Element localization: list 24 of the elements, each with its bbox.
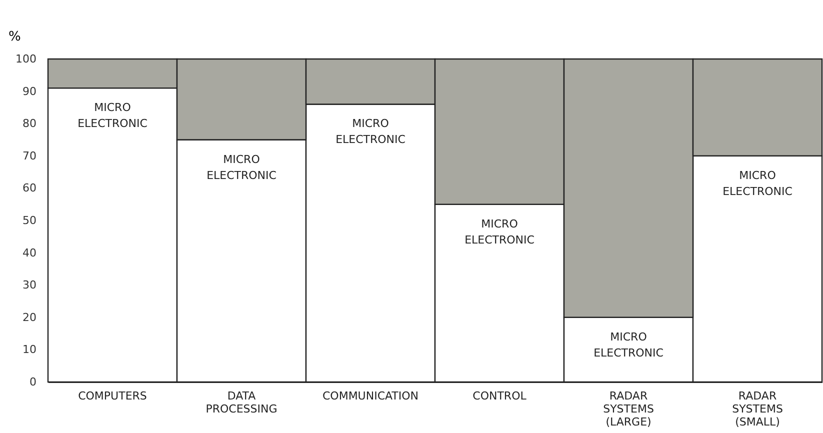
y-axis-title: % (8, 30, 21, 44)
y-tick-label: 30 (22, 278, 36, 292)
text: MICRO ELECTRONIC (336, 117, 406, 146)
y-tick-label: 100 (16, 52, 36, 66)
x-tick-label: COMMUNICATION (322, 390, 419, 402)
y-tick-label: 40 (22, 246, 36, 260)
y-tick-label: 80 (22, 117, 36, 130)
x-tick-label: CONTROL (472, 390, 528, 402)
y-tick-label: 20 (22, 310, 36, 324)
x-tick-label: COMPUTERS (78, 390, 147, 402)
x-tick-label: RADAR SYSTEMS (SMALL) (732, 390, 783, 428)
y-tick-label: 0 (30, 376, 36, 388)
x-tick-label: RADAR SYSTEMS (LARGE) (603, 390, 654, 428)
y-tick-label: 60 (22, 182, 36, 195)
y-tick-label: 50 (22, 214, 36, 227)
text: MICRO ELECTRONIC (722, 168, 792, 198)
x-tick-label: DATA PROCESSING (206, 390, 278, 416)
text: MICRO ELECTRONIC (206, 152, 276, 182)
y-tick-label: 70 (22, 149, 36, 162)
y-tick-label: 90 (22, 84, 36, 98)
text: MICRO ELECTRONIC (464, 217, 534, 246)
series-label: MICRO ELECTRONIC (78, 101, 148, 130)
y-tick-label: 10 (22, 343, 36, 356)
text: MICRO ELECTRONIC (594, 330, 664, 360)
